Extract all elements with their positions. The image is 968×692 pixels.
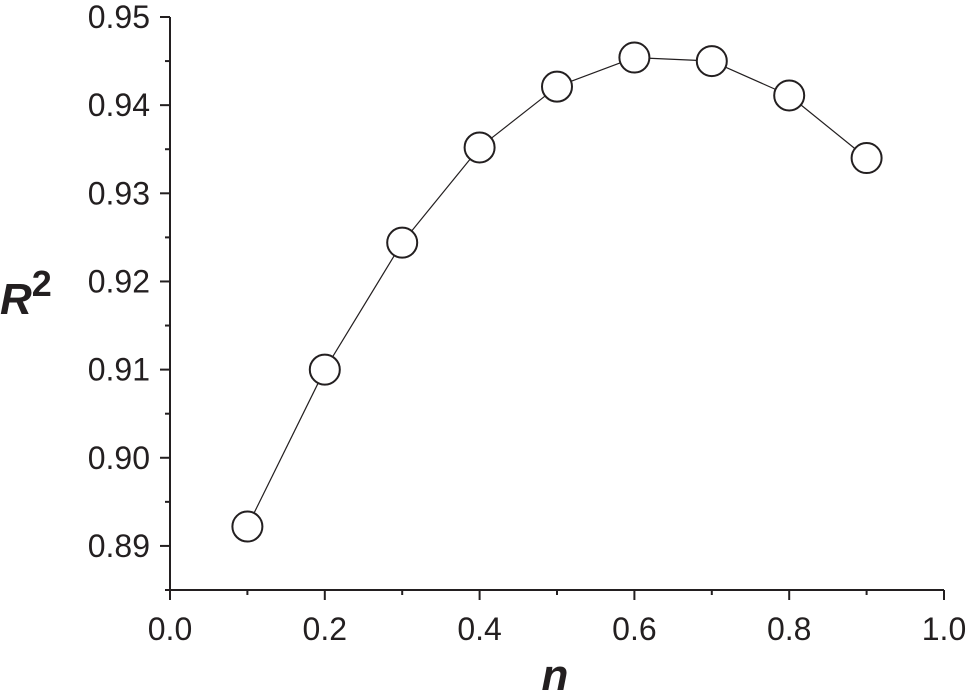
data-point-marker	[695, 45, 728, 78]
series-line	[253, 57, 856, 514]
data-point-marker	[386, 226, 419, 259]
y-axis-title-superscript: 2	[32, 263, 52, 304]
data-point-marker	[850, 142, 883, 175]
y-axis-title-main: R	[0, 275, 32, 324]
series-segment	[800, 104, 856, 150]
y-axis-title: R2	[0, 263, 52, 324]
series-segment	[253, 382, 319, 514]
y-tick-label: 0.91	[88, 352, 150, 388]
axes	[169, 17, 944, 591]
x-tick-label: 0.8	[767, 611, 811, 647]
y-tick-label: 0.92	[88, 263, 150, 299]
series-segment	[725, 66, 776, 90]
series-segment	[332, 255, 395, 358]
y-tick-label: 0.94	[88, 87, 150, 123]
data-point-marker	[231, 510, 264, 543]
data-point-marker	[308, 353, 341, 386]
x-tick-label: 1.0	[922, 611, 966, 647]
x-ticks: 0.0 0.2 0.4 0.6 0.8 1.0	[148, 590, 966, 647]
x-tick-label: 0.4	[457, 611, 501, 647]
series-segment	[411, 158, 471, 232]
data-point-marker	[541, 70, 573, 103]
data-point-marker	[773, 79, 806, 112]
data-point-marker	[463, 131, 496, 164]
y-tick-label: 0.93	[88, 175, 150, 211]
data-point-marker	[618, 41, 651, 74]
x-tick-label: 0.6	[612, 611, 656, 647]
y-tick-label: 0.95	[88, 0, 150, 35]
x-tick-label: 0.0	[148, 611, 192, 647]
series-segment	[649, 57, 697, 61]
series-segment	[570, 62, 621, 82]
y-tick-label: 0.89	[88, 528, 150, 564]
markers	[231, 41, 883, 543]
series-segment	[491, 95, 546, 139]
y-tick-label: 0.90	[88, 440, 150, 476]
y-ticks: 0.89 0.90 0.91 0.92 0.93 0.94 0.95	[88, 0, 170, 591]
x-axis-title: n	[542, 651, 569, 692]
x-tick-label: 0.2	[303, 611, 347, 647]
